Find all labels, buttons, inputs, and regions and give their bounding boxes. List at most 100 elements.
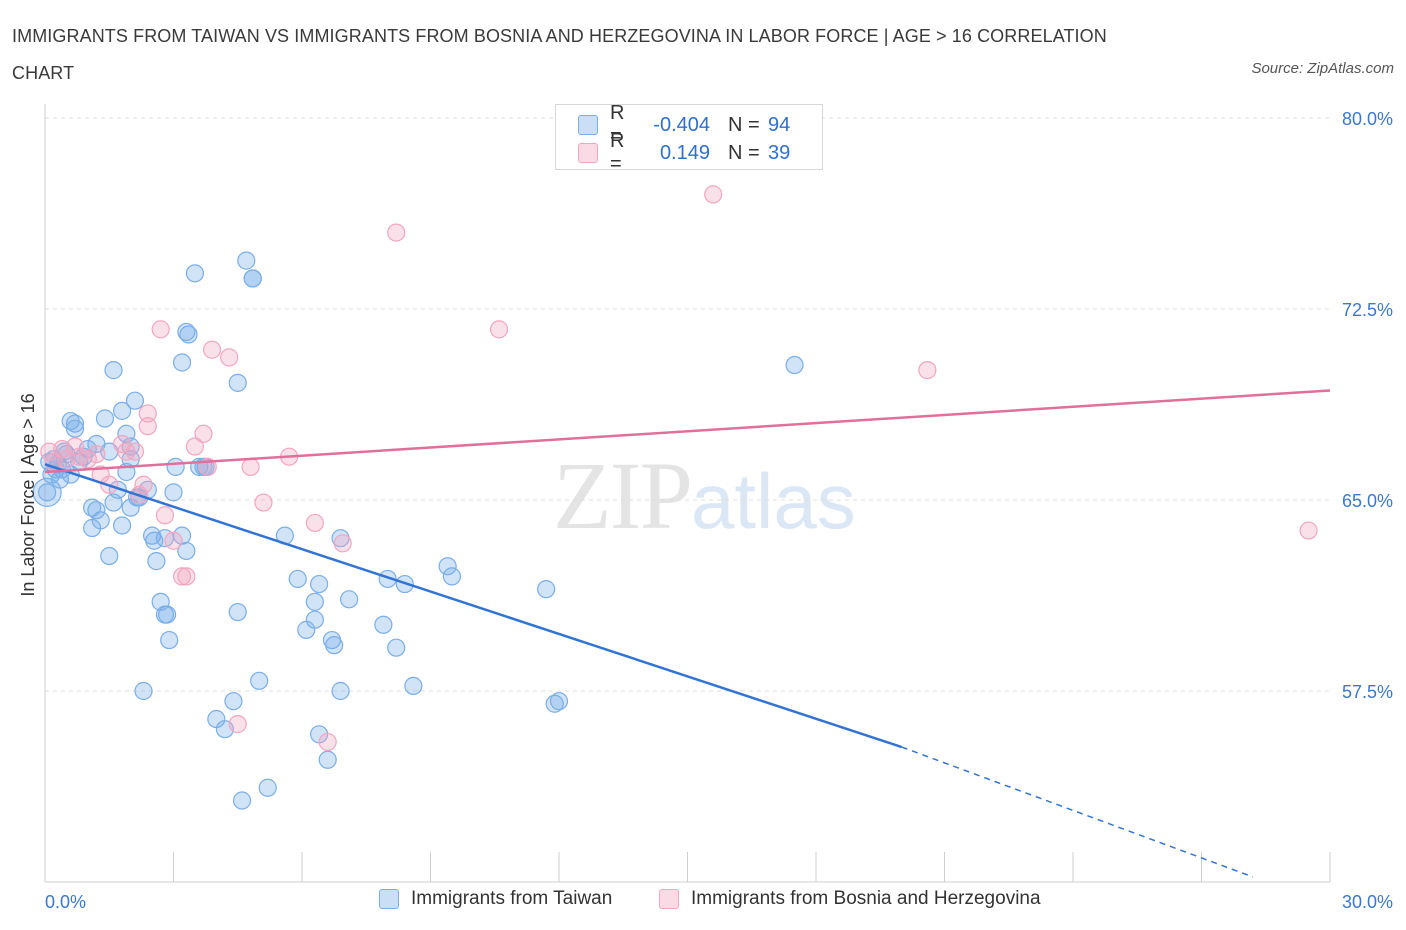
taiwan-point xyxy=(331,681,350,701)
bosnia-point xyxy=(138,417,157,436)
bosnia-trend-line xyxy=(44,389,1331,474)
bosnia-point xyxy=(87,445,106,464)
taiwan-point xyxy=(147,552,166,571)
legend-n-label: N = xyxy=(728,113,760,136)
taiwan-point xyxy=(374,615,393,634)
bosnia-point xyxy=(194,424,213,443)
taiwan-point xyxy=(121,498,140,517)
source-label: Source: ZipAtlas.com xyxy=(1251,60,1394,77)
bosnia-point xyxy=(134,475,153,494)
taiwan-point xyxy=(104,493,123,512)
taiwan-point xyxy=(95,409,115,428)
taiwan-point xyxy=(160,630,179,650)
bosnia-point xyxy=(305,513,324,533)
bosnia-point xyxy=(254,493,273,512)
bosnia-points xyxy=(40,185,1318,752)
bosnia-point xyxy=(185,437,205,456)
taiwan-point xyxy=(157,605,177,624)
taiwan-point xyxy=(100,546,119,566)
taiwan-point xyxy=(318,750,337,769)
bosnia-point xyxy=(202,340,222,359)
bosnia-point xyxy=(1299,521,1318,540)
trend-lines xyxy=(44,389,1331,878)
bosnia-point xyxy=(918,361,937,380)
legend-row-taiwan: R = -0.404 N = 94 xyxy=(578,102,791,147)
taiwan-point xyxy=(87,501,106,520)
series-swatch-taiwan xyxy=(379,889,399,909)
series-legend: Immigrants from Taiwan Immigrants from B… xyxy=(0,888,1406,916)
taiwan-trend-extension xyxy=(901,746,1254,878)
legend-n-value: 39 xyxy=(768,141,791,164)
y-tick-label: 57.5% xyxy=(1342,682,1393,702)
bosnia-point xyxy=(318,732,337,752)
legend-swatch-taiwan xyxy=(578,115,598,135)
taiwan-point xyxy=(288,569,307,589)
taiwan-point xyxy=(134,681,153,701)
taiwan-point xyxy=(549,692,569,711)
y-tick-label: 65.0% xyxy=(1342,491,1393,511)
legend-n-value: 94 xyxy=(768,113,791,136)
taiwan-points xyxy=(32,251,804,810)
legend-r-value: -0.404 xyxy=(653,113,710,136)
taiwan-point xyxy=(32,477,62,507)
taiwan-point xyxy=(104,361,123,380)
x-tick-label: 0.0% xyxy=(45,892,86,912)
taiwan-point xyxy=(112,516,132,535)
taiwan-point xyxy=(228,373,247,392)
bosnia-point xyxy=(220,348,239,367)
taiwan-point xyxy=(250,671,269,690)
taiwan-point xyxy=(404,676,423,696)
taiwan-point xyxy=(438,557,457,576)
y-tick-label: 72.5% xyxy=(1342,300,1393,320)
bosnia-point xyxy=(489,320,509,339)
taiwan-point xyxy=(164,483,183,502)
bosnia-point xyxy=(138,404,157,423)
series-label-taiwan: Immigrants from Taiwan xyxy=(411,888,613,909)
x-tick-label: 30.0% xyxy=(1342,892,1393,912)
legend-n-label: N = xyxy=(728,141,760,164)
taiwan-point xyxy=(258,778,277,797)
taiwan-point xyxy=(387,638,406,657)
taiwan-point xyxy=(243,269,262,288)
taiwan-point xyxy=(785,355,804,375)
bosnia-point xyxy=(177,567,196,586)
taiwan-point xyxy=(112,401,132,420)
bosnia-point xyxy=(228,715,247,734)
bosnia-point xyxy=(164,531,183,550)
taiwan-point xyxy=(232,791,252,810)
taiwan-point xyxy=(177,322,196,342)
taiwan-point xyxy=(228,602,247,622)
taiwan-point xyxy=(340,590,359,609)
axes xyxy=(44,104,1331,883)
taiwan-point xyxy=(310,574,329,594)
bosnia-point xyxy=(151,320,170,339)
taiwan-point xyxy=(38,483,57,502)
taiwan-point xyxy=(125,391,145,410)
watermark-atlas: atlas xyxy=(691,457,856,545)
taiwan-point xyxy=(224,692,243,711)
bosnia-point xyxy=(155,506,175,525)
series-legend-taiwan[interactable]: Immigrants from Taiwan xyxy=(379,888,612,910)
taiwan-point xyxy=(65,414,85,433)
series-legend-bosnia[interactable]: Immigrants from Bosnia and Herzegovina xyxy=(659,888,1041,910)
correlation-legend: R = -0.404 N = 94 R = 0.149 N = 39 xyxy=(555,102,823,175)
bosnia-point xyxy=(333,534,352,553)
legend-row-bosnia: R = 0.149 N = 39 xyxy=(578,130,791,175)
legend-r-label: R = xyxy=(610,130,625,175)
taiwan-point xyxy=(305,592,324,611)
bosnia-point xyxy=(241,457,260,476)
taiwan-point xyxy=(145,531,164,550)
bosnia-point xyxy=(172,567,192,586)
taiwan-point xyxy=(172,353,192,372)
legend-r-value: 0.149 xyxy=(659,141,710,164)
taiwan-trend-line xyxy=(44,463,903,749)
y-tick-label: 80.0% xyxy=(1342,109,1393,129)
taiwan-point xyxy=(179,325,198,344)
series-swatch-bosnia xyxy=(659,889,679,909)
chart-title: IMMIGRANTS FROM TAIWAN VS IMMIGRANTS FRO… xyxy=(12,26,1107,83)
zipatlas-watermark: ZIPatlas xyxy=(553,440,856,551)
taiwan-point xyxy=(237,251,256,270)
taiwan-point xyxy=(305,610,324,629)
bosnia-point xyxy=(78,450,97,469)
